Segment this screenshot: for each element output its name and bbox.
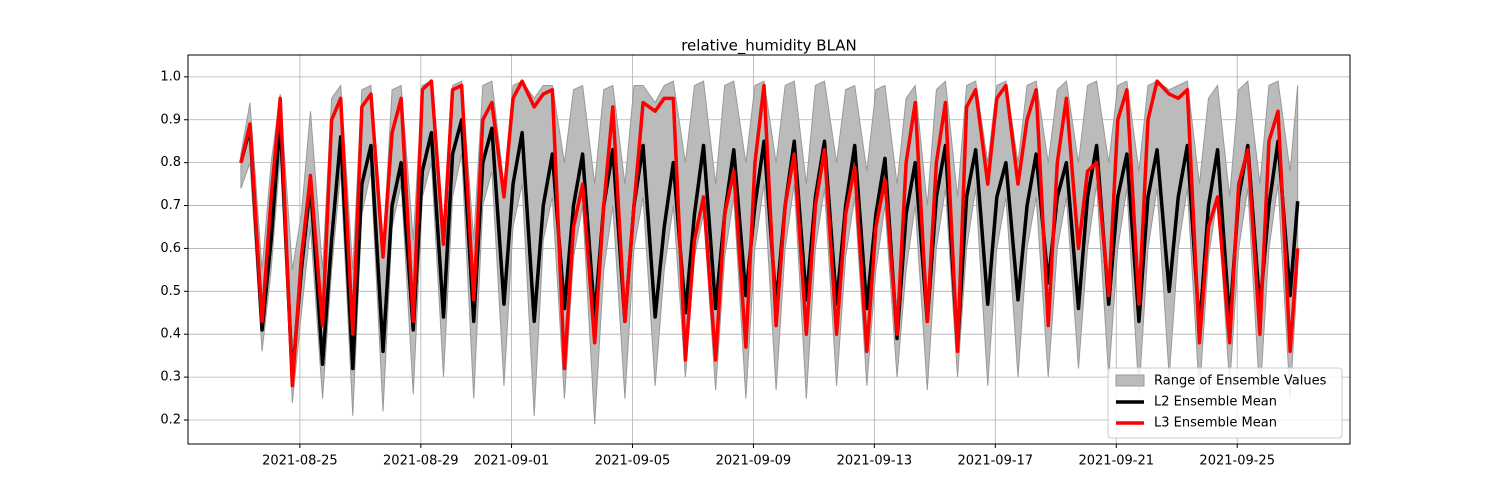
x-tick-label: 2021-09-09 [716,454,792,469]
y-tick-label: 0.2 [160,412,181,427]
x-tick-label: 2021-09-21 [1078,454,1154,469]
y-tick-label: 0.4 [160,327,181,342]
x-tick-label: 2021-09-01 [474,454,550,469]
y-tick-label: 1.0 [160,69,181,84]
y-tick-label: 0.6 [160,241,181,256]
chart-title: relative_humidity BLAN [681,37,857,56]
x-tick-label: 2021-09-17 [958,454,1034,469]
series-line [239,79,1300,388]
legend-label: Range of Ensemble Values [1154,374,1327,389]
legend-label: L2 Ensemble Mean [1154,395,1277,410]
x-tick-label: 2021-09-25 [1199,454,1275,469]
legend-swatch [1115,374,1145,387]
y-tick-label: 0.3 [160,370,181,385]
x-tick-label: 2021-08-29 [383,454,459,469]
legend-box [1107,367,1343,439]
y-tick-label: 0.5 [160,284,181,299]
x-tick-label: 2021-08-25 [262,454,338,469]
y-tick-label: 0.9 [160,112,181,127]
legend-label: L3 Ensemble Mean [1154,416,1277,431]
x-tick-label: 2021-09-13 [837,454,913,469]
y-tick-label: 0.7 [160,198,181,213]
plot-frame [187,54,1351,445]
y-tick-label: 0.8 [160,155,181,170]
legend: Range of Ensemble Values L2 Ensemble Mean… [1107,367,1343,439]
x-tick-label: 2021-09-05 [595,454,671,469]
